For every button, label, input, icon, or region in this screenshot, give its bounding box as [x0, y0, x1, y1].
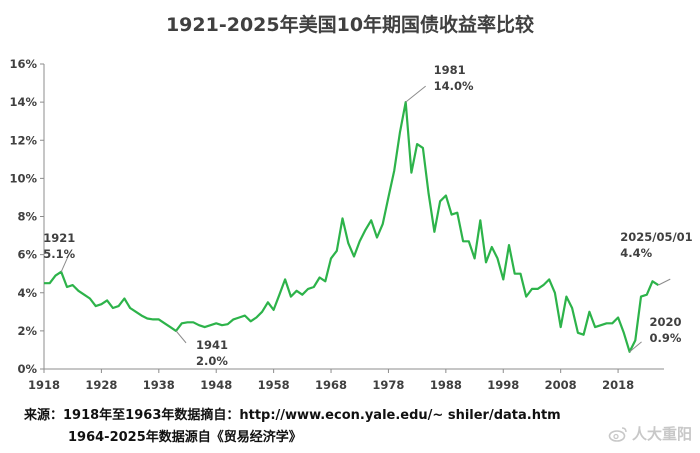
x-tick-label: 1978: [372, 378, 404, 392]
y-tick-label: 16%: [9, 57, 37, 71]
x-tick-label: 1948: [200, 378, 232, 392]
y-tick-label: 8%: [17, 210, 37, 224]
source-line-1: 来源：1918年至1963年数据摘自：http://www.econ.yale.…: [24, 408, 561, 423]
x-tick-label: 1988: [430, 378, 462, 392]
annotation-leader: [405, 85, 426, 103]
x-tick-label: 1938: [143, 378, 175, 392]
annotation-year: 2025/05/01: [620, 230, 692, 244]
annotation-leader: [629, 341, 642, 353]
series-layer: [44, 100, 659, 353]
watermark: 人大重阳: [608, 423, 692, 444]
annotation-value: 4.4%: [620, 246, 652, 260]
annotation-year: 1941: [196, 338, 228, 352]
y-tick-label: 14%: [9, 95, 37, 109]
watermark-text: 人大重阳: [631, 425, 692, 443]
axes: 0% 2% 4% 6% 8% 10% 12% 14% 16% 1918 1928 1938 1948 19…: [9, 57, 664, 392]
annotation-year: 1981: [434, 63, 466, 77]
series-line: [44, 100, 659, 353]
y-tick-label: 10%: [9, 171, 37, 185]
x-tick-label: 1918: [28, 378, 60, 392]
annotation-year: 1921: [43, 231, 75, 245]
y-tick-label: 4%: [17, 286, 37, 300]
y-tick-label: 12%: [9, 133, 37, 147]
annotation-leader: [60, 253, 70, 272]
x-tick-label: 2018: [602, 378, 634, 392]
annotation-leader: [175, 330, 187, 344]
annotation-leader: [658, 278, 671, 286]
x-tick-label: 1928: [85, 378, 117, 392]
y-tick-label: 6%: [17, 248, 37, 262]
weibo-logo-icon: [608, 426, 627, 442]
annotation-layer: 1921 5.1% 1941 2.0% 1981 14.0% 2020 0.9% 2025/05…: [43, 63, 692, 368]
source-line-2: 1964-2025年数据源自《贸易经济学》: [68, 430, 302, 445]
x-tick-label: 1968: [315, 378, 347, 392]
x-tick-label: 1958: [258, 378, 290, 392]
x-tick-label: 2008: [545, 378, 577, 392]
chart-title: 1921-2025年美国10年期国债收益率比较: [166, 13, 534, 36]
annotation-value: 2.0%: [196, 354, 228, 368]
annotation-year: 2020: [650, 315, 682, 329]
annotation-value: 5.1%: [43, 247, 75, 261]
y-tick-label: 0%: [17, 362, 37, 376]
x-tick-label: 1998: [487, 378, 519, 392]
annotation-value: 0.9%: [650, 331, 682, 345]
y-tick-label: 2%: [17, 324, 37, 338]
annotation-value: 14.0%: [434, 79, 474, 93]
